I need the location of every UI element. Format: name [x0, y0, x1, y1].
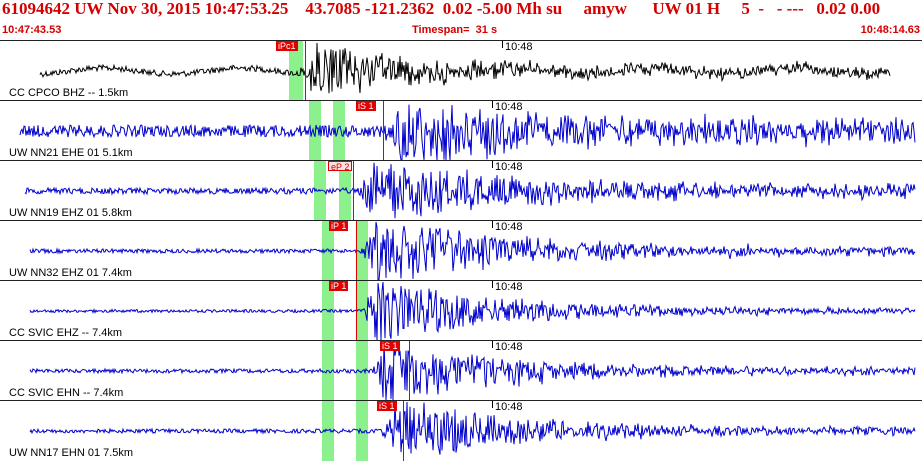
pick-label[interactable]: iP 1 [329, 281, 349, 291]
waveform [29, 341, 916, 401]
minute-label: 10:48 [495, 401, 523, 413]
pick-label[interactable]: eP 2 [328, 161, 353, 172]
minute-label: 10:48 [495, 281, 523, 293]
pick-marker-line[interactable] [383, 101, 384, 161]
waveform-path [19, 104, 916, 161]
trace-panel[interactable]: 10:48 iPc1 CC CPCO BHZ -- 1.5km [0, 40, 922, 101]
station-label: UW NN17 EHN 01 7.5km [9, 447, 134, 459]
trace-panel[interactable]: 10:48 eP 2 UW NN19 EHZ 01 5.8km [0, 160, 922, 221]
pick-window [356, 401, 368, 461]
minute-label: 10:48 [495, 161, 523, 173]
pick-window [322, 401, 334, 461]
minute-label: 10:48 [495, 101, 523, 113]
timespan-label: Timespan= 31 s [412, 24, 498, 36]
start-time-label: 10:47:43.53 [2, 24, 62, 36]
station-label: UW NN21 EHE 01 5.1km [9, 147, 133, 159]
pick-label[interactable]: iS 1 [377, 401, 397, 411]
pick-marker-line[interactable] [356, 221, 357, 281]
waveform [29, 281, 916, 341]
minute-tick [502, 41, 503, 48]
pick-window [289, 41, 303, 101]
pick-label[interactable]: iP 1 [329, 221, 349, 231]
trace-panel[interactable]: 10:48 iS 1 UW NN17 EHN 01 7.5km [0, 400, 922, 461]
minute-tick [492, 281, 493, 288]
pick-label[interactable]: iS 1 [356, 101, 376, 111]
station-label: CC CPCO BHZ -- 1.5km [9, 87, 129, 99]
minute-tick [492, 101, 493, 108]
pick-window [339, 161, 351, 221]
pick-window [322, 221, 334, 281]
waveform-path [29, 341, 916, 401]
waveform [29, 221, 916, 281]
pick-marker-line[interactable] [409, 341, 410, 401]
waveform [39, 42, 891, 94]
station-label: UW NN32 EHZ 01 7.4km [9, 267, 132, 279]
trace-panel[interactable]: 10:48 iS 1 CC SVIC EHN -- 7.4km [0, 340, 922, 401]
waveform [29, 401, 916, 455]
waveform-path [29, 221, 916, 281]
station-label: CC SVIC EHZ -- 7.4km [9, 327, 123, 339]
minute-tick [492, 221, 493, 228]
pick-marker-line[interactable] [305, 41, 306, 101]
trace-panel[interactable]: 10:48 iP 1 UW NN32 EHZ 01 7.4km [0, 220, 922, 281]
minute-tick [492, 341, 493, 348]
station-label: CC SVIC EHN -- 7.4km [9, 387, 124, 399]
event-summary-title: 61094642 UW Nov 30, 2015 10:47:53.25 43.… [2, 0, 881, 18]
pick-marker-line[interactable] [356, 281, 357, 341]
minute-tick [492, 161, 493, 168]
pick-marker-line[interactable] [403, 401, 404, 461]
pick-window [333, 101, 345, 161]
minute-tick [492, 401, 493, 408]
waveform-path [29, 281, 916, 341]
waveform-path [39, 42, 891, 94]
pick-window [356, 281, 368, 341]
end-time-label: 10:48:14.63 [860, 24, 920, 36]
pick-label[interactable]: iS 1 [380, 341, 400, 351]
pick-marker-line[interactable] [353, 161, 354, 221]
minute-label: 10:48 [505, 41, 533, 53]
trace-panel[interactable]: 10:48 iS 1 UW NN21 EHE 01 5.1km [0, 100, 922, 161]
waveform [19, 104, 916, 161]
waveform-path [24, 162, 916, 219]
pick-label[interactable]: iPc1 [276, 41, 298, 51]
minute-label: 10:48 [495, 221, 523, 233]
waveform [24, 162, 916, 219]
minute-label: 10:48 [495, 341, 523, 353]
waveform-path [29, 401, 916, 455]
seismogram-panel: 10:48 iPc1 CC CPCO BHZ -- 1.5km 10:48 iS… [0, 40, 922, 461]
station-label: UW NN19 EHZ 01 5.8km [9, 207, 132, 219]
trace-panel[interactable]: 10:48 iP 1 CC SVIC EHZ -- 7.4km [0, 280, 922, 341]
header-bar: 61094642 UW Nov 30, 2015 10:47:53.25 43.… [0, 0, 922, 24]
